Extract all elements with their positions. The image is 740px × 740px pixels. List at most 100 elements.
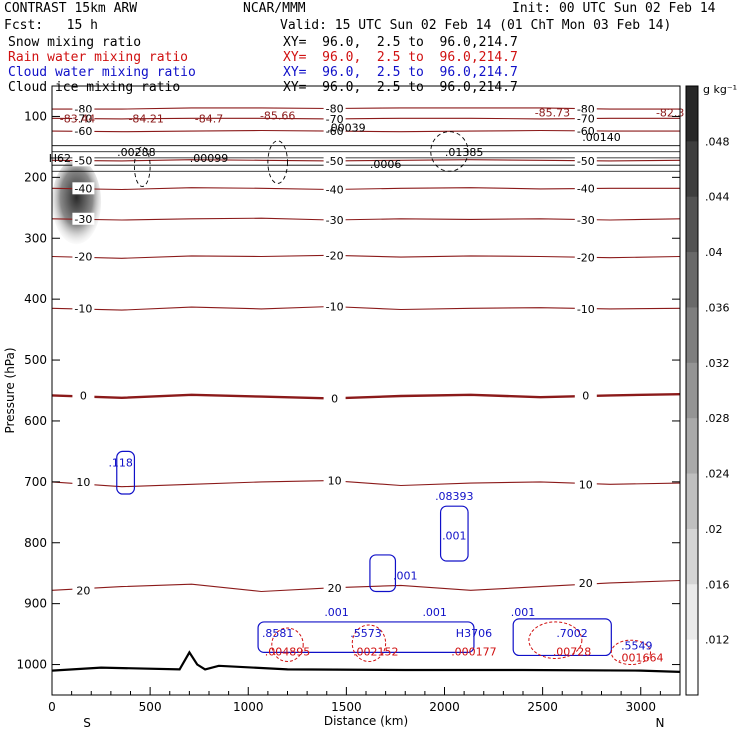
extremum-label: .001 (422, 606, 447, 619)
extremum-label: .004895 (265, 645, 311, 658)
cloud-water-contour (369, 554, 397, 593)
extremum-label: .001 (442, 530, 467, 543)
isotherm-label-bg (574, 251, 597, 264)
isotherm-label: -70 (326, 113, 344, 126)
endpoint-left: S (83, 716, 91, 730)
isotherm-label: -60 (74, 125, 92, 138)
colorbar-swatch (686, 252, 698, 308)
isotherm-label: 0 (582, 389, 589, 402)
snow-contour (267, 140, 288, 184)
isotherm-label-bg (323, 125, 346, 138)
isotherm-label-bg (323, 102, 346, 115)
isotherm-label-bg (72, 475, 95, 488)
colorbar-swatch (686, 362, 698, 419)
y-tick-label: 600 (24, 414, 47, 428)
y-tick-label: 500 (24, 353, 47, 367)
isotherm-label: -50 (326, 155, 344, 168)
colorbar-unit: g kg⁻¹ (703, 83, 737, 96)
forecast-hour: Fcst: 15 h (4, 18, 98, 33)
extremum-label: -83.44 (60, 113, 95, 126)
isotherm-label: -50 (74, 154, 92, 167)
endpoint-right: N (656, 716, 665, 730)
isotherm-label-bg (574, 103, 597, 116)
legend-field-name: Cloud water mixing ratio (8, 65, 196, 80)
isotherm-label-bg (72, 584, 95, 597)
rain-water-contour (610, 639, 652, 666)
extremum-label: .118 (108, 457, 133, 470)
isotherm-label-bg (72, 250, 95, 263)
isotherm-label: -30 (577, 214, 595, 227)
extremum-label: .00140 (582, 131, 621, 144)
extremum-label: .7002 (556, 627, 588, 640)
extremum-label: .00039 (327, 122, 366, 135)
isotherm-label-bg (72, 103, 95, 116)
isotherm-label: -70 (577, 112, 595, 125)
y-tick-label: 700 (24, 475, 47, 489)
extremum-label: .8581 (262, 627, 294, 640)
isotherm-label: -60 (577, 125, 595, 138)
legend-field-xy: XY= 96.0, 2.5 to 96.0,214.7 (283, 80, 518, 95)
isotherm-label: 10 (328, 475, 342, 488)
rain-water-contour (351, 624, 387, 663)
isotherm-label: 0 (80, 389, 87, 402)
extremum-label: H3706 (456, 627, 492, 640)
cloud-water-contour (116, 450, 136, 495)
init-time: Init: 00 UTC Sun 02 Feb 14 (512, 1, 716, 16)
isotherm-label-bg (574, 125, 597, 138)
extremum-label: .001664 (618, 652, 664, 665)
colorbar-tick-label: .04 (705, 246, 723, 259)
y-tick-label: 300 (24, 231, 47, 245)
y-tick-label: 100 (24, 109, 47, 123)
isotherm-label-bg (72, 154, 95, 167)
extremum-label: -84.7 (195, 113, 223, 126)
colorbar-tick-label: .028 (705, 412, 730, 425)
y-tick-label: 800 (24, 536, 47, 550)
y-tick-label: 400 (24, 292, 47, 306)
isotherm-label-bg (574, 213, 597, 226)
isotherm-label: -60 (326, 125, 344, 138)
isotherm-label-bg (574, 576, 597, 589)
colorbar-swatch (686, 86, 698, 142)
colorbar-swatch (686, 473, 698, 530)
y-tick-label: 200 (24, 170, 47, 184)
colorbar-swatch (686, 528, 698, 585)
isotherm-label-bg (72, 112, 95, 125)
isotherm-label: -70 (74, 112, 92, 125)
isotherm-label: -50 (577, 155, 595, 168)
isotherm-label: 0 (331, 392, 338, 405)
y-tick-label: 900 (24, 597, 47, 611)
extremum-label: .000177 (451, 645, 497, 658)
legend-field-name: Cloud ice mixing ratio (8, 80, 181, 95)
org-label: NCAR/MMM (243, 1, 306, 16)
extremum-label: .08393 (435, 490, 474, 503)
isotherm-label-bg (574, 154, 597, 167)
isotherm-label: -20 (326, 249, 344, 262)
isotherm-label-bg (574, 389, 597, 402)
isotherm-label: 10 (579, 478, 593, 491)
extremum-label: .00099 (190, 152, 229, 165)
extremum-label: .001 (511, 606, 536, 619)
isotherm-label-bg (72, 182, 95, 195)
colorbar-tick-label: .016 (705, 578, 730, 591)
isotherm-label: -10 (326, 300, 344, 313)
colorbar-swatch (686, 418, 698, 475)
isotherm-label: -20 (577, 252, 595, 265)
extremum-label: .00288 (117, 146, 156, 159)
legend-field-xy: XY= 96.0, 2.5 to 96.0,214.7 (283, 35, 518, 50)
isotherm-label-bg (323, 183, 346, 196)
isotherm-label: 20 (579, 577, 593, 590)
extremum-label: .5549 (621, 639, 653, 652)
colorbar-tick-label: .02 (705, 523, 723, 536)
cloud-water-contour (512, 618, 612, 657)
model-title: CONTRAST 15km ARW (4, 1, 138, 16)
isotherm-label-bg (72, 212, 95, 225)
isotherm-label: 20 (328, 582, 342, 595)
extremum-label: .001 (393, 569, 418, 582)
isotherm-label: -20 (74, 251, 92, 264)
colorbar-swatch (686, 639, 698, 696)
extremum-label: .002152 (353, 645, 399, 658)
isotherm-label-bg (323, 249, 346, 262)
extremum-label: .00728 (553, 645, 592, 658)
snow-contour (430, 131, 469, 172)
